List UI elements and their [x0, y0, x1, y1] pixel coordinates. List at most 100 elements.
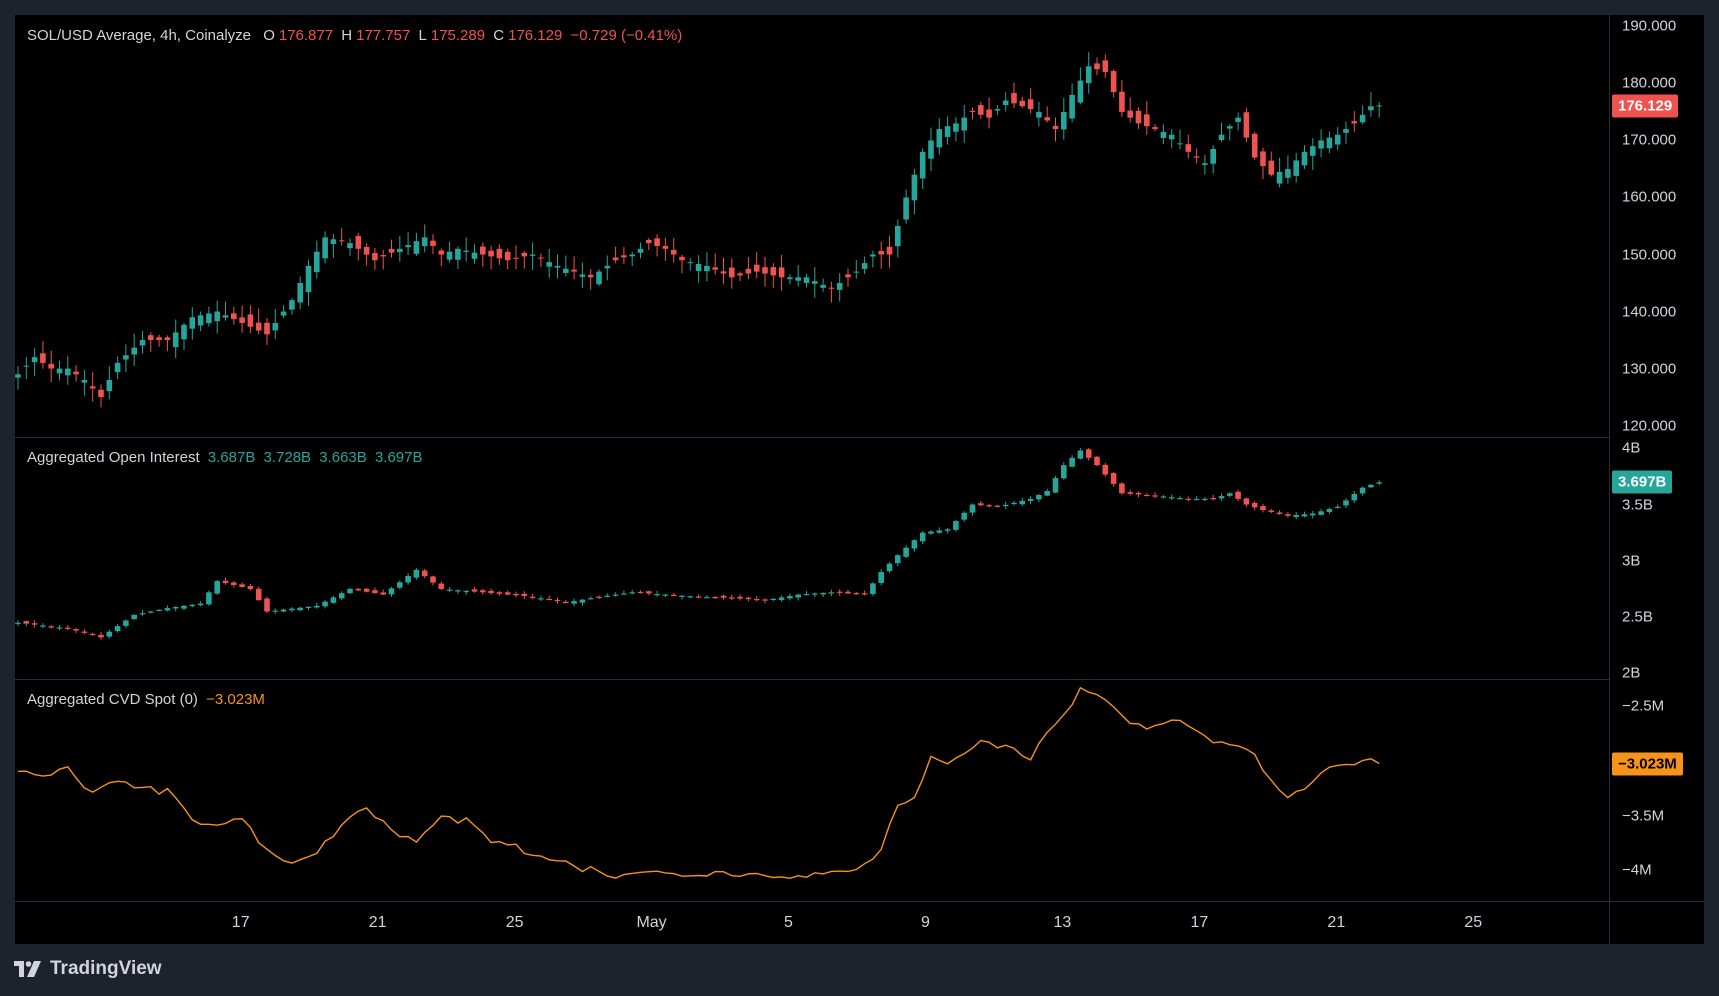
time-tick-label: 21 — [1327, 914, 1346, 931]
candle-body — [247, 314, 254, 327]
time-tick-label: 25 — [1464, 914, 1483, 931]
cvd-pane[interactable]: Aggregated CVD Spot (0) −3.023M — [15, 679, 1609, 901]
candle-body — [480, 246, 486, 255]
cvd-axis[interactable]: −2.5M −3.5M −4M −3.023M — [1609, 679, 1704, 901]
cvd-title: Aggregated CVD Spot (0) — [27, 691, 198, 708]
candle-body — [554, 265, 561, 268]
candle-body — [853, 271, 860, 273]
candle-body — [1268, 160, 1275, 175]
candle-body — [463, 250, 469, 252]
price-axis[interactable]: 190.000 180.000 170.000 160.000 150.000 140.0… — [1609, 15, 1704, 437]
pane-divider[interactable] — [15, 679, 1609, 680]
candle-body — [1227, 126, 1233, 129]
candle-body — [612, 257, 619, 261]
cvd-legend: Aggregated CVD Spot (0) −3.023M — [27, 691, 269, 708]
candle-body — [438, 250, 445, 255]
candle-body — [488, 250, 494, 257]
oi-bar — [737, 596, 743, 599]
oi-bar — [1152, 495, 1158, 497]
oi-axis[interactable]: 4B 3.5B 3B 2.5B 2B 3.697B — [1609, 437, 1704, 682]
candle-body — [670, 249, 677, 255]
oi-bar — [280, 609, 287, 612]
oi-bar — [421, 570, 428, 577]
candle-body — [1210, 149, 1216, 164]
candle-body — [471, 252, 478, 259]
candle-body — [131, 347, 137, 355]
candle-body — [338, 240, 345, 242]
oi-bar — [480, 590, 486, 593]
candle-body — [563, 268, 569, 273]
oi-bar — [123, 620, 129, 626]
oi-bar — [704, 597, 710, 599]
oi-bar — [795, 594, 801, 598]
open-interest-bars — [15, 447, 1382, 640]
oi-bar — [1376, 482, 1382, 484]
time-tick-label: 9 — [921, 914, 930, 931]
candle-body — [31, 357, 38, 363]
oi-bar — [886, 563, 893, 572]
oi-bar — [264, 598, 270, 612]
tradingview-logo[interactable]: TradingView — [14, 958, 162, 980]
price-tick-label: 170.000 — [1622, 131, 1677, 149]
candle-body — [1127, 110, 1133, 118]
oi-high: 3.728B — [263, 449, 312, 466]
oi-bar — [836, 591, 843, 593]
oi-bar — [612, 594, 619, 596]
candle-body — [23, 365, 30, 367]
oi-bar — [413, 569, 420, 578]
candle-body — [314, 251, 320, 273]
candle-body — [529, 254, 536, 256]
oi-bar — [181, 605, 187, 609]
candle-body — [961, 117, 967, 131]
oi-bar — [305, 606, 312, 608]
candle-body — [1260, 151, 1266, 167]
oi-bar — [446, 589, 453, 591]
time-axis[interactable]: 17 21 25 May 5 9 13 17 21 25 — [15, 901, 1609, 944]
candle-body — [870, 254, 876, 257]
pane-divider[interactable] — [15, 437, 1609, 438]
oi-bar — [471, 589, 478, 592]
candle-body — [928, 140, 934, 159]
oi-bar — [405, 576, 411, 583]
oi-bar — [646, 591, 652, 594]
candle-body — [1185, 144, 1192, 152]
candle-body — [795, 277, 801, 281]
candle-body — [504, 251, 511, 261]
candle-body — [845, 274, 851, 278]
candle-body — [455, 248, 461, 260]
oi-bar — [197, 603, 204, 606]
candle-body — [89, 386, 96, 389]
oi-bar — [1268, 510, 1275, 513]
candle-body — [729, 267, 735, 278]
candle-body — [861, 263, 868, 269]
oi-bar — [571, 601, 577, 604]
open-interest-pane[interactable]: Aggregated Open Interest 3.687B 3.728B 3… — [15, 437, 1609, 679]
oi-bar — [820, 592, 826, 595]
candle-body — [654, 238, 660, 246]
oi-bar — [895, 555, 901, 564]
candle-body — [280, 311, 287, 316]
candle-body — [1061, 111, 1067, 130]
oi-bar — [1119, 483, 1125, 494]
candle-body — [48, 363, 54, 369]
candle-body — [355, 235, 362, 249]
oi-bar — [1368, 484, 1374, 488]
candle-body — [587, 274, 594, 278]
oi-bar — [1260, 506, 1266, 511]
price-pane[interactable]: SOL/USD Average, 4h, Coinalyze O 176.877 … — [15, 15, 1609, 437]
oi-bar — [189, 604, 196, 607]
oi-bar — [513, 593, 519, 596]
oi-bar — [156, 609, 162, 611]
close-label: C — [493, 27, 505, 44]
candle-body — [189, 317, 196, 329]
oi-bar — [529, 596, 536, 598]
brand-label: TradingView — [50, 958, 162, 979]
candle-body — [222, 315, 229, 318]
candle-body — [820, 284, 826, 288]
candle-body — [886, 246, 893, 255]
candle-body — [895, 226, 901, 247]
oi-bar — [845, 591, 851, 594]
candle-body — [812, 281, 818, 284]
oi-bar — [106, 631, 113, 637]
candle-body — [1218, 134, 1225, 140]
